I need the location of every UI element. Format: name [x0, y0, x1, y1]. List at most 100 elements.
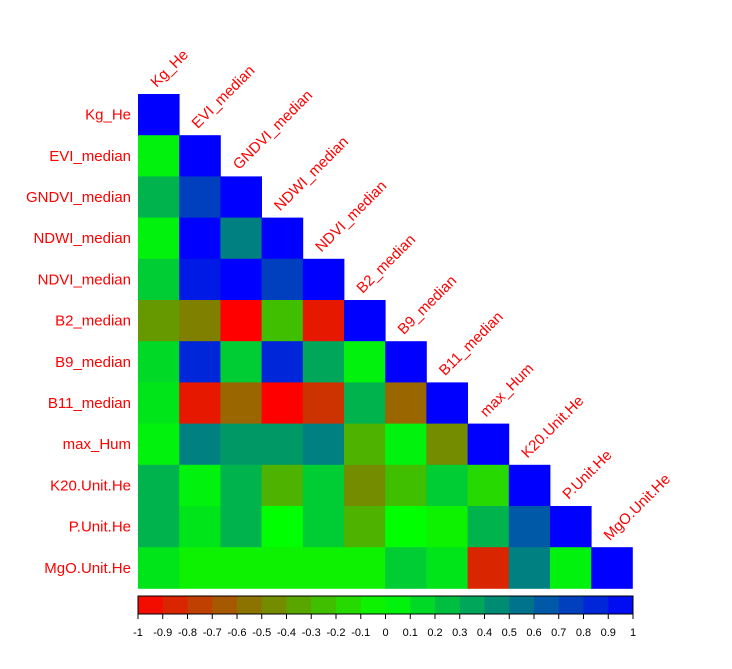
cell-B9_median-NDVI_median [302, 341, 345, 383]
cell-NDWI_median-EVI_median [179, 217, 221, 260]
row-label-B11_median: B11_median [48, 395, 131, 412]
cell-max_Hum-Kg_He [138, 423, 180, 466]
cell-GNDVI_median-EVI_median [179, 176, 221, 218]
cell-B11_median-B2_median [344, 382, 386, 424]
cell-K20.Unit.He-B9_median [385, 464, 427, 507]
cell-P.Unit.He-Kg_He [138, 506, 180, 548]
column-label-NDVI_median: NDVI_median [312, 178, 390, 256]
cell-GNDVI_median-GNDVI_median [220, 176, 262, 218]
cell-P.Unit.He-max_Hum [467, 506, 510, 548]
color-legend-tick-label: 0.4 [477, 627, 492, 639]
cell-max_Hum-B2_median [344, 423, 386, 466]
color-legend-tick-label: 0.8 [576, 627, 591, 639]
color-legend-tick-label: -0.4 [277, 627, 296, 639]
cell-NDVI_median-NDVI_median [302, 258, 345, 301]
color-legend-segment [558, 596, 584, 614]
cell-B2_median-Kg_He [138, 300, 180, 342]
row-label-MgO.Unit.He: MgO.Unit.He [44, 560, 131, 577]
cell-MgO.Unit.He-max_Hum [467, 547, 510, 589]
cell-B9_median-B2_median [344, 341, 386, 383]
column-label-K20.Unit.He: K20.Unit.He [518, 392, 587, 461]
cell-B2_median-B2_median [344, 300, 386, 342]
row-label-GNDVI_median: GNDVI_median [26, 189, 131, 206]
cell-MgO.Unit.He-B2_median [344, 547, 386, 589]
row-label-NDWI_median: NDWI_median [33, 230, 131, 247]
cell-B11_median-B11_median [426, 382, 468, 424]
color-legend-segment [187, 596, 213, 614]
color-legend-tick-label: -1 [133, 627, 143, 639]
cell-K20.Unit.He-Kg_He [138, 464, 180, 507]
cell-K20.Unit.He-B11_median [426, 464, 468, 507]
color-legend-tick-label: 0.7 [551, 627, 566, 639]
cell-P.Unit.He-K20.Unit.He [508, 506, 551, 548]
cell-NDWI_median-Kg_He [138, 217, 180, 260]
color-legend-tick-label: 0.3 [452, 627, 467, 639]
cell-MgO.Unit.He-B9_median [385, 547, 427, 589]
color-legend-tick-label: -0.8 [178, 627, 197, 639]
column-label-MgO.Unit.He: MgO.Unit.He [601, 471, 674, 544]
cell-P.Unit.He-GNDVI_median [220, 506, 262, 548]
cell-B2_median-NDVI_median [302, 300, 345, 342]
cell-B11_median-EVI_median [179, 382, 221, 424]
cell-B2_median-NDWI_median [261, 300, 304, 342]
row-labels: Kg_He EVI_median GNDVI_median NDWI_median ND… [26, 107, 131, 577]
cell-K20.Unit.He-NDVI_median [302, 464, 345, 507]
cell-B9_median-GNDVI_median [220, 341, 262, 383]
color-legend-tick-label: 1 [630, 627, 636, 639]
color-legend-tick-label: 0.9 [601, 627, 616, 639]
cell-K20.Unit.He-max_Hum [467, 464, 510, 507]
cell-EVI_median-Kg_He [138, 135, 180, 177]
color-legend-tick-label: -0.7 [203, 627, 222, 639]
color-legend [137, 595, 634, 615]
color-legend-tick-label: -0.1 [351, 627, 370, 639]
color-legend-segment [410, 596, 436, 614]
color-legend-segment [162, 596, 188, 614]
cell-B11_median-Kg_He [138, 382, 180, 424]
color-legend-segment [286, 596, 312, 614]
cell-B2_median-EVI_median [179, 300, 221, 342]
row-label-K20.Unit.He: K20.Unit.He [50, 477, 131, 494]
cell-P.Unit.He-NDWI_median [261, 506, 304, 548]
color-legend-tick-label: -0.2 [327, 627, 346, 639]
cell-MgO.Unit.He-K20.Unit.He [508, 547, 551, 589]
cell-P.Unit.He-B2_median [344, 506, 386, 548]
column-label-Kg_He: Kg_He [147, 46, 191, 90]
cell-P.Unit.He-EVI_median [179, 506, 221, 548]
cell-MgO.Unit.He-MgO.Unit.He [591, 547, 633, 589]
color-legend-segment [608, 596, 634, 614]
cell-P.Unit.He-NDVI_median [302, 506, 345, 548]
cell-B11_median-NDWI_median [261, 382, 304, 424]
column-label-NDWI_median: NDWI_median [271, 133, 352, 214]
color-legend-segment [435, 596, 461, 614]
column-label-B11_median: B11_median [436, 308, 507, 379]
cell-B2_median-GNDVI_median [220, 300, 262, 342]
cell-max_Hum-NDVI_median [302, 423, 345, 466]
color-legend-segment [385, 596, 411, 614]
cell-NDVI_median-GNDVI_median [220, 258, 262, 301]
color-legend-tick-label: 0.1 [403, 627, 418, 639]
color-legend-tick-label: -0.5 [252, 627, 271, 639]
cell-MgO.Unit.He-P.Unit.He [550, 547, 592, 589]
color-legend-tick-label: -0.3 [302, 627, 321, 639]
cell-B11_median-GNDVI_median [220, 382, 262, 424]
cell-max_Hum-EVI_median [179, 423, 221, 466]
cell-NDWI_median-GNDVI_median [220, 217, 262, 260]
cell-K20.Unit.He-NDWI_median [261, 464, 304, 507]
cell-MgO.Unit.He-GNDVI_median [220, 547, 262, 589]
color-legend-segment [212, 596, 238, 614]
color-legend-segment [138, 596, 164, 614]
color-legend-segment [311, 596, 337, 614]
color-legend-tick-label: -0.9 [153, 627, 172, 639]
cell-EVI_median-EVI_median [179, 135, 221, 177]
cell-max_Hum-max_Hum [467, 423, 510, 466]
row-label-B9_median: B9_median [55, 354, 131, 371]
column-label-max_Hum: max_Hum [477, 360, 537, 420]
row-label-Kg_He: Kg_He [85, 107, 131, 124]
color-legend-segment [534, 596, 560, 614]
column-label-GNDVI_median: GNDVI_median [230, 87, 316, 173]
color-legend-segment [583, 596, 609, 614]
row-label-B2_median: B2_median [55, 313, 131, 330]
cell-Kg_He-Kg_He [138, 94, 180, 136]
column-label-P.Unit.He: P.Unit.He [559, 447, 615, 503]
